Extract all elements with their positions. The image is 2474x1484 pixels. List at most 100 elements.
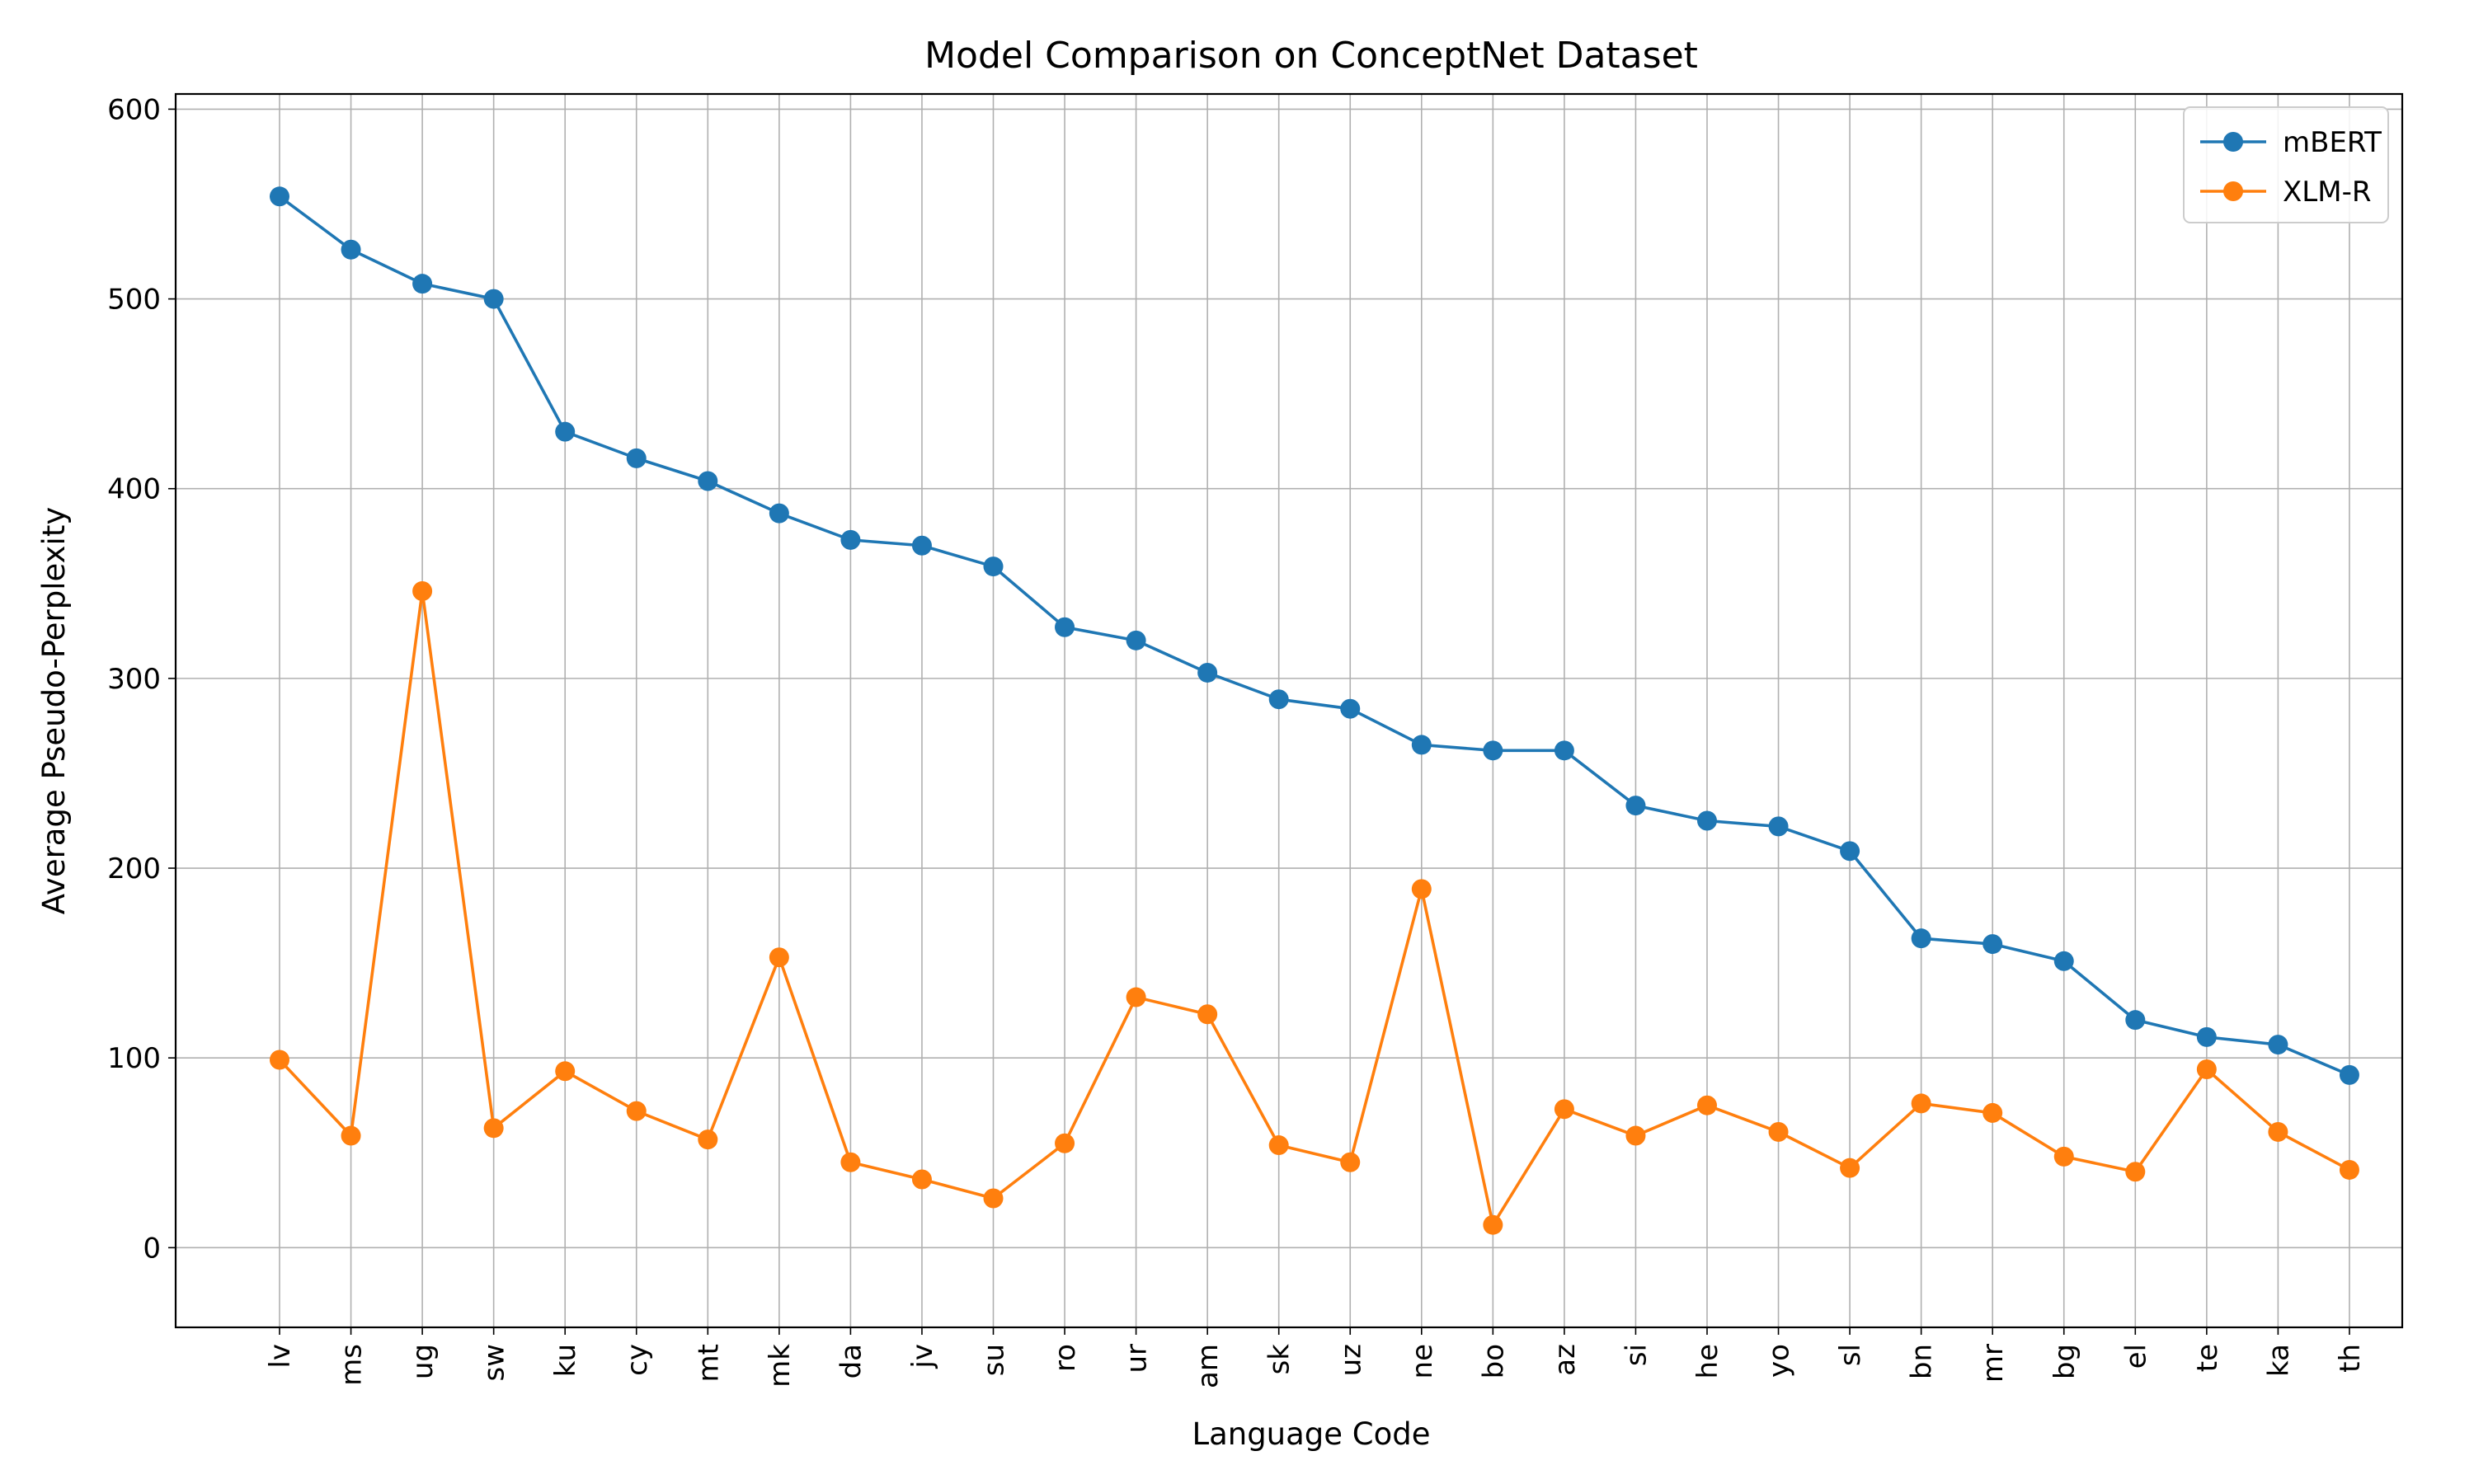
y-tick-label-100: 100 — [107, 1042, 161, 1075]
data-point-mBERT-sw — [483, 289, 504, 309]
data-point-mBERT-mt — [698, 471, 718, 491]
x-tick-label-si: si — [1620, 1344, 1653, 1366]
data-point-XLM-R-si — [1625, 1125, 1646, 1146]
data-point-XLM-R-bn — [1911, 1093, 1931, 1114]
data-point-mBERT-ne — [1411, 735, 1432, 755]
data-point-XLM-R-sk — [1268, 1135, 1289, 1156]
x-tick-label-el: el — [2119, 1344, 2152, 1369]
x-tick-label-bn: bn — [1906, 1344, 1939, 1379]
data-point-XLM-R-te — [2196, 1059, 2217, 1079]
data-point-mBERT-sl — [1840, 841, 1860, 862]
x-tick-label-ug: ug — [407, 1344, 440, 1379]
data-point-XLM-R-he — [1697, 1095, 1717, 1115]
data-point-mBERT-yo — [1768, 816, 1789, 837]
ticks: lv ms ug sw ku cy mt mk da jv su ro ur am sk uz ne bo az si… — [107, 93, 2367, 1388]
x-tick-label-mk: mk — [764, 1344, 797, 1388]
legend-label-XLM-R: XLM-R — [2283, 176, 2371, 209]
y-tick-label-400: 400 — [107, 473, 161, 506]
data-point-XLM-R-mr — [1982, 1102, 2003, 1123]
data-point-mBERT-su — [983, 556, 1004, 577]
x-axis-title: Language Code — [1192, 1416, 1430, 1452]
data-point-XLM-R-uz — [1340, 1152, 1361, 1172]
data-point-XLM-R-ur — [1126, 987, 1146, 1007]
data-point-XLM-R-az — [1554, 1099, 1574, 1120]
data-point-XLM-R-ug — [412, 581, 433, 602]
data-point-mBERT-ku — [555, 421, 576, 442]
x-tick-label-am: am — [1192, 1344, 1225, 1388]
y-tick-label-600: 600 — [107, 93, 161, 126]
y-tick-label-300: 300 — [107, 663, 161, 696]
data-point-mBERT-da — [840, 529, 861, 550]
data-point-mBERT-ms — [341, 239, 361, 260]
x-tick-label-ms: ms — [336, 1344, 369, 1386]
x-tick-label-yo: yo — [1763, 1344, 1796, 1378]
data-point-mBERT-lv — [270, 186, 289, 207]
series-XLM-R — [270, 581, 2359, 1235]
x-tick-label-te: te — [2191, 1344, 2224, 1372]
data-point-mBERT-ug — [412, 274, 433, 294]
x-tick-label-sk: sk — [1263, 1344, 1296, 1375]
x-tick-label-ku: ku — [549, 1344, 582, 1377]
data-point-XLM-R-bo — [1483, 1214, 1503, 1235]
x-tick-label-cy: cy — [621, 1344, 654, 1376]
x-tick-label-ka: ka — [2262, 1344, 2295, 1377]
x-tick-label-th: th — [2334, 1344, 2367, 1373]
data-point-mBERT-az — [1554, 740, 1574, 761]
data-point-mBERT-bn — [1911, 928, 1931, 949]
plot-frame — [174, 92, 2404, 1329]
y-axis-title: Average Pseudo-Perplexity — [36, 507, 72, 914]
x-tick-label-mt: mt — [692, 1344, 725, 1382]
data-point-mBERT-uz — [1340, 698, 1361, 719]
data-point-mBERT-ro — [1055, 617, 1075, 637]
x-tick-label-jv: jv — [906, 1344, 939, 1369]
x-tick-label-bo: bo — [1477, 1344, 1510, 1378]
series-line-XLM-R — [278, 589, 2350, 1227]
x-tick-label-lv: lv — [264, 1344, 297, 1369]
series-layer — [270, 186, 2359, 1235]
data-point-XLM-R-am — [1197, 1004, 1218, 1025]
data-point-XLM-R-mt — [698, 1129, 718, 1150]
y-tick-label-0: 0 — [143, 1232, 161, 1265]
data-point-mBERT-am — [1197, 662, 1218, 683]
x-tick-label-mr: mr — [1977, 1344, 2010, 1383]
data-point-XLM-R-yo — [1768, 1121, 1789, 1142]
data-point-mBERT-si — [1625, 796, 1646, 816]
x-tick-label-ro: ro — [1049, 1344, 1082, 1372]
y-tick-label-500: 500 — [107, 284, 161, 317]
data-point-XLM-R-sl — [1840, 1158, 1860, 1178]
data-point-XLM-R-th — [2339, 1159, 2359, 1180]
legend-label-mBERT: mBERT — [2283, 126, 2382, 159]
data-point-mBERT-ur — [1126, 630, 1146, 650]
data-point-mBERT-te — [2196, 1026, 2217, 1047]
data-point-mBERT-jv — [911, 535, 932, 556]
data-point-mBERT-he — [1697, 810, 1717, 831]
x-tick-label-su: su — [978, 1344, 1011, 1376]
data-point-XLM-R-jv — [911, 1169, 932, 1190]
grid-lines — [176, 94, 2402, 1327]
legend-marker-XLM-R — [2223, 181, 2243, 201]
data-point-XLM-R-cy — [626, 1101, 647, 1121]
legend: mBERT XLM-R — [2183, 106, 2389, 223]
data-point-mBERT-mk — [769, 503, 789, 524]
data-point-XLM-R-ne — [1411, 879, 1432, 899]
y-tick-label-200: 200 — [107, 852, 161, 885]
data-point-XLM-R-ka — [2268, 1121, 2288, 1142]
x-tick-label-ne: ne — [1406, 1344, 1439, 1378]
data-point-mBERT-ka — [2268, 1035, 2288, 1055]
x-tick-label-az: az — [1549, 1344, 1582, 1376]
x-tick-label-sw: sw — [478, 1344, 511, 1382]
data-point-XLM-R-el — [2125, 1162, 2146, 1182]
data-point-XLM-R-da — [840, 1152, 861, 1172]
data-point-XLM-R-mk — [769, 947, 789, 968]
data-point-XLM-R-lv — [270, 1050, 289, 1070]
series-mBERT — [270, 186, 2359, 1085]
data-point-mBERT-th — [2339, 1064, 2359, 1085]
chart-title: Model Comparison on ConceptNet Dataset — [924, 35, 1698, 77]
data-point-mBERT-sk — [1268, 689, 1289, 710]
data-point-XLM-R-su — [983, 1188, 1004, 1209]
data-point-XLM-R-ms — [341, 1125, 361, 1146]
data-point-mBERT-mr — [1982, 934, 2003, 955]
x-tick-label-ur: ur — [1121, 1344, 1154, 1374]
